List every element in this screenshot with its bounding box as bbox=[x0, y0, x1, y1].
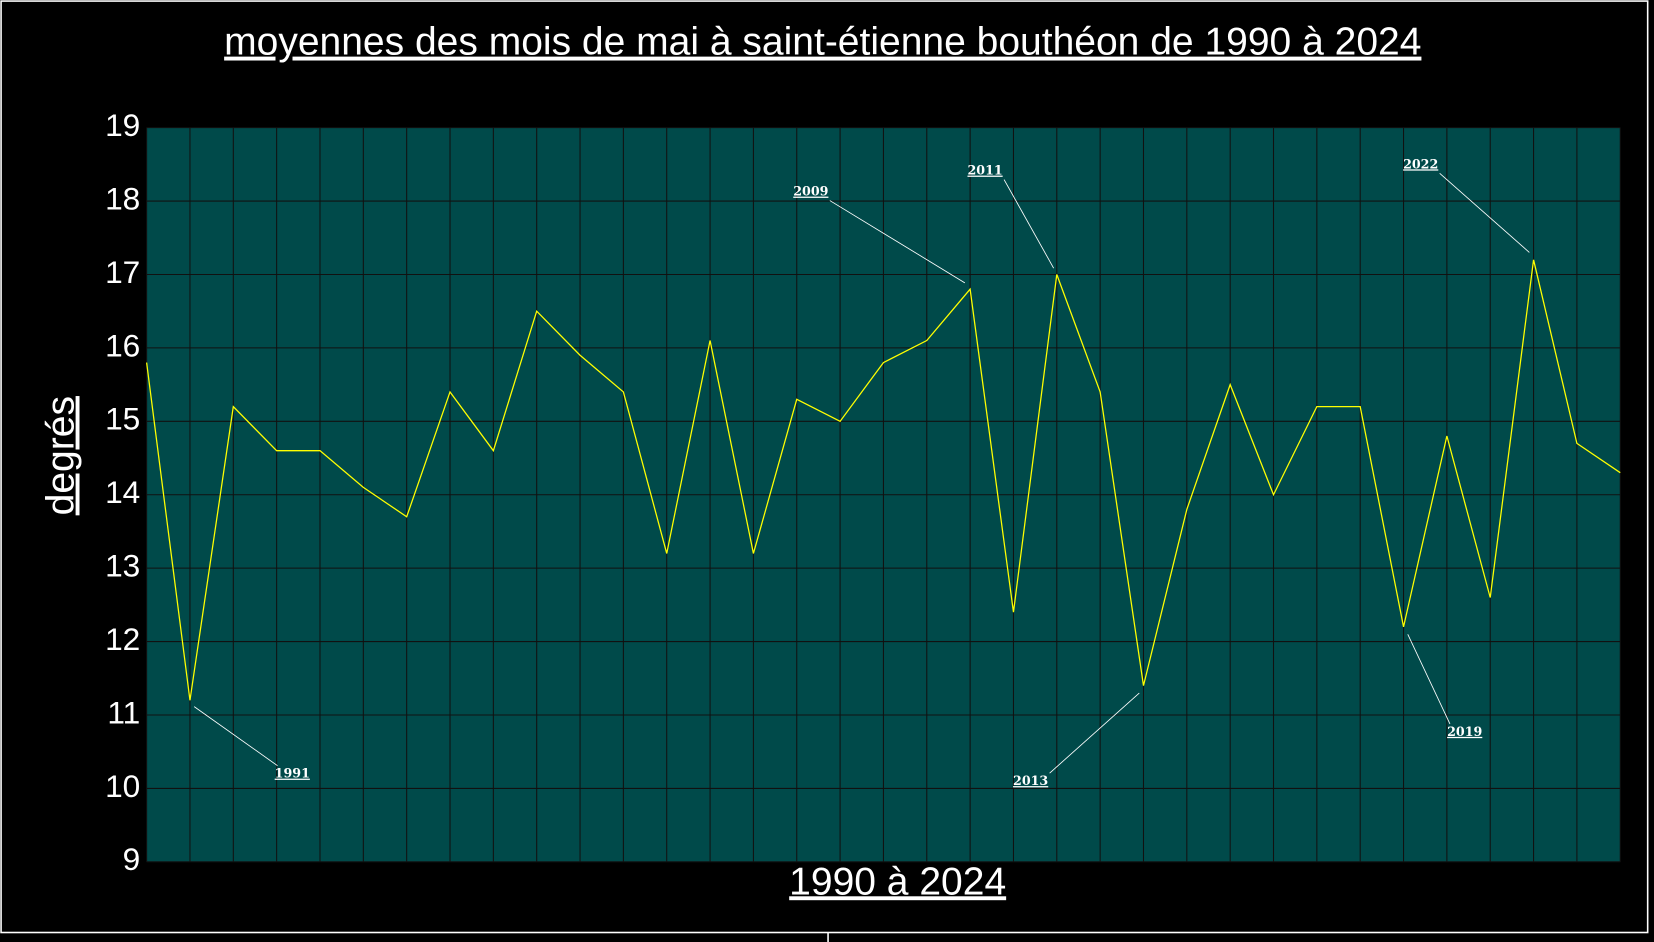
x-axis-label: 1990 à 2024 bbox=[789, 860, 1006, 903]
y-tick-label: 15 bbox=[105, 401, 140, 437]
annotation-pointer bbox=[193, 706, 278, 767]
y-tick-label: 13 bbox=[105, 548, 140, 584]
annotation-label: 2013 bbox=[1013, 773, 1048, 788]
y-tick-label: 16 bbox=[105, 327, 140, 363]
annotation-pointer bbox=[1049, 692, 1140, 774]
y-axis-label: degrés bbox=[40, 396, 83, 515]
y-tick-label: 11 bbox=[107, 694, 140, 730]
annotation-label: 2019 bbox=[1447, 724, 1482, 739]
annotation-pointer bbox=[829, 200, 966, 284]
annotation-label: 1991 bbox=[275, 766, 310, 781]
annotation-pointer bbox=[1439, 172, 1530, 253]
chart-title: moyennes des mois de mai à saint-étienne… bbox=[224, 21, 1421, 64]
y-tick-label: 12 bbox=[105, 621, 140, 657]
y-tick-label: 9 bbox=[123, 841, 141, 877]
y-tick-label: 18 bbox=[105, 180, 140, 216]
annotation-pointer bbox=[1003, 179, 1055, 269]
y-tick-label: 10 bbox=[105, 768, 140, 804]
data-line bbox=[145, 259, 1621, 701]
annotation-label: 2022 bbox=[1403, 156, 1438, 171]
y-tick-label: 17 bbox=[105, 254, 140, 290]
y-tick-label: 14 bbox=[105, 474, 140, 510]
annotation-label: 2011 bbox=[967, 163, 1002, 178]
annotation-label: 2009 bbox=[793, 184, 828, 199]
annotation-pointer bbox=[1407, 634, 1451, 725]
y-tick-label: 19 bbox=[105, 107, 140, 143]
